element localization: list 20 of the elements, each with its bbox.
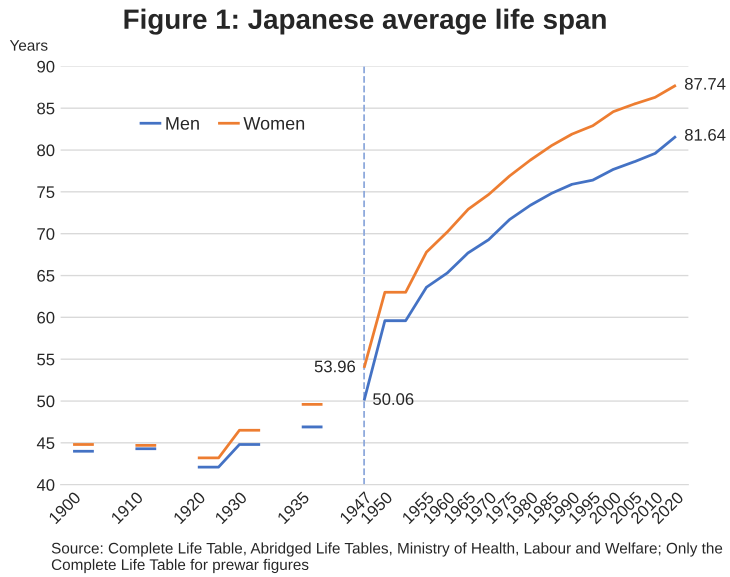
- y-tick-label: 50: [37, 395, 54, 408]
- y-tick-label: 75: [37, 186, 54, 198]
- y-tick-label: 80: [37, 144, 54, 156]
- legend-label: Men: [166, 117, 199, 130]
- y-tick-label: 40: [36, 479, 54, 491]
- y-tick-label: 60: [37, 312, 54, 324]
- y-axis-title: Years: [10, 40, 48, 51]
- data-label: 50.06: [373, 393, 414, 405]
- y-tick-label: 65: [37, 270, 54, 282]
- y-tick-label: 55: [37, 354, 54, 366]
- y-tick-label: 70: [37, 228, 54, 240]
- legend-label: Women: [243, 117, 304, 130]
- y-tick-label: 90: [37, 60, 54, 73]
- source-note: Source: Complete Life Table, Abridged Life Tables, Ministry of Health, Labour and Welfare; Only the Complete Life Table for prewar figures: [52, 542, 722, 574]
- data-label: 81.64: [684, 128, 726, 141]
- y-tick-label: 45: [36, 437, 54, 450]
- chart-title: Figure 1: Japanese average life span: [124, 8, 606, 35]
- data-label: 53.96: [314, 360, 356, 372]
- data-label: 87.74: [684, 78, 726, 90]
- y-tick-label: 85: [37, 102, 54, 114]
